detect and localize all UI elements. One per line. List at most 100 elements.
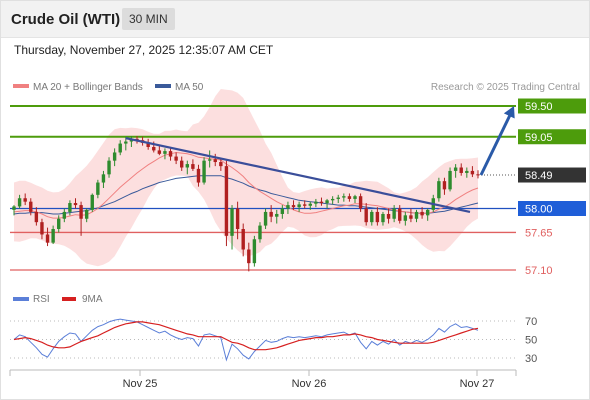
candle-body (442, 181, 447, 190)
candle-body (230, 208, 234, 236)
rsi-tick-label: 50 (525, 335, 537, 347)
ma50-legend-label: MA 50 (175, 82, 204, 93)
bias-arrow-shaft (479, 112, 513, 176)
candle-body (73, 203, 78, 206)
candle-body (319, 201, 324, 204)
downtrend-line (125, 137, 471, 213)
candle-body (392, 208, 396, 219)
candle-body (263, 211, 268, 226)
current-level-label: 58.49 (525, 170, 553, 182)
ma20-legend-swatch (13, 84, 29, 88)
ma20-legend-label: MA 20 + Bollinger Bands (33, 82, 143, 93)
candle-body (68, 203, 72, 212)
candle-body (448, 170, 452, 190)
candle-body (180, 160, 184, 168)
rsi-pane: 70 50 30 (10, 316, 537, 365)
rsi-ma-legend-swatch (62, 297, 76, 301)
timeframe-badge[interactable]: 30 MIN (122, 8, 175, 30)
candle-body (45, 234, 50, 243)
candle-body (280, 208, 285, 214)
rsi-ma-legend-label: 9MA (82, 294, 103, 305)
resistance-level-badge (518, 98, 586, 114)
x-axis: Nov 25 Nov 26 Nov 27 (123, 370, 494, 390)
candle-body (168, 151, 173, 157)
candle-body (202, 160, 206, 183)
candle-body (163, 151, 167, 154)
x-tick-label: Nov 26 (292, 378, 327, 390)
bollinger-band-fill (14, 89, 478, 267)
candle-body (269, 211, 273, 217)
candle-body (118, 143, 122, 153)
candle-body (459, 167, 463, 173)
candle-body (84, 209, 89, 219)
candle-body (235, 208, 240, 229)
candle-body (79, 205, 83, 219)
candle-body (12, 206, 16, 210)
header-bar: Crude Oil (WTI) 30 MIN (1, 1, 589, 38)
candle-body (370, 211, 374, 223)
candle-body (470, 170, 475, 175)
candle-body (252, 239, 257, 264)
candle-body (325, 200, 329, 204)
rsi-line (13, 318, 479, 362)
resistance-level-label: 59.05 (525, 132, 553, 144)
resistance-level-badge (518, 129, 586, 145)
candle-body (403, 215, 408, 221)
candle-body (330, 198, 335, 201)
candle-body (23, 198, 27, 202)
candle-body (57, 218, 61, 229)
support-level-label: 57.10 (525, 265, 553, 277)
candle-body (381, 213, 385, 223)
candle-body (453, 167, 458, 171)
candle-body (409, 215, 413, 219)
candle-body (437, 181, 441, 199)
price-pane: 59.50 59.05 58.49 58.00 57.65 57.10 (10, 89, 586, 277)
candle-body (96, 182, 100, 195)
candle-body (297, 204, 301, 208)
candle-body (308, 203, 312, 206)
candle-body (219, 162, 223, 167)
bias-arrow-head (503, 106, 515, 119)
candle-body (224, 166, 229, 236)
candle-body (107, 160, 111, 175)
candle-body (29, 201, 33, 212)
pivot-level-badge (518, 201, 586, 216)
candle-body (414, 211, 419, 219)
candle-body (386, 213, 391, 219)
rsi-legend-swatch (13, 297, 29, 301)
candle-body (17, 198, 22, 207)
candle-body (40, 222, 44, 235)
candle-body (375, 211, 380, 223)
candle-body (302, 204, 307, 206)
rsi-ma-line (13, 321, 479, 351)
candle-body (34, 211, 39, 223)
resistance-level-label: 59.50 (525, 101, 553, 113)
candle-body (420, 211, 424, 216)
candle-body (101, 174, 106, 183)
rsi-tick-label: 70 (525, 316, 537, 328)
credit-label: Research © 2025 Trading Central (431, 82, 580, 93)
instrument-title: Crude Oil (WTI) (11, 11, 121, 28)
candle-body (146, 142, 150, 147)
candle-body (90, 194, 94, 210)
candle-body (174, 156, 178, 161)
datetime-label: Thursday, November 27, 2025 12:35:07 AM … (14, 43, 274, 57)
candle-body (207, 159, 212, 161)
candle-body (353, 196, 357, 199)
candle-body (465, 170, 469, 173)
candle-body (364, 208, 368, 223)
candle-body (241, 229, 245, 250)
candle-body (258, 225, 262, 240)
candle-body (425, 209, 430, 216)
candle-body (157, 150, 162, 154)
rsi-legend-label: RSI (33, 294, 50, 305)
candle-body (213, 159, 217, 163)
candle-body (124, 141, 128, 144)
candle-body (185, 164, 190, 168)
pivot-level-label: 58.00 (525, 204, 553, 216)
ma50-legend-swatch (155, 84, 171, 88)
support-level-label: 57.65 (525, 227, 553, 239)
candle-body (347, 196, 352, 199)
candle-body (336, 197, 340, 199)
